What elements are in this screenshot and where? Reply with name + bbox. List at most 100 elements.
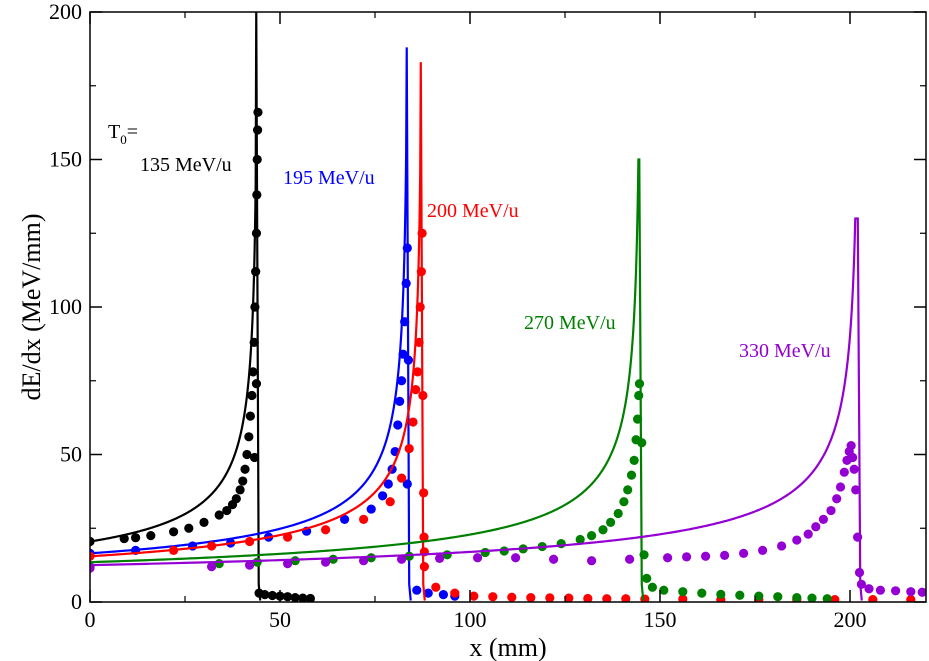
data-point	[697, 588, 707, 598]
data-point	[235, 485, 245, 495]
data-point	[401, 278, 411, 288]
data-point	[417, 228, 427, 238]
data-point	[830, 595, 840, 602]
series-label: 330 MeV/u	[739, 340, 831, 362]
series-label: 200 MeV/u	[427, 200, 519, 222]
series-2	[90, 62, 916, 602]
data-point	[119, 533, 129, 544]
data-point	[678, 587, 688, 597]
data-point	[251, 379, 262, 389]
data-point	[431, 582, 441, 592]
t0-equals: =	[127, 121, 138, 143]
data-point	[583, 593, 593, 602]
data-point	[245, 411, 255, 421]
data-point	[414, 337, 424, 347]
data-point	[366, 504, 376, 514]
data-point	[408, 417, 418, 427]
data-point	[245, 560, 255, 570]
data-point	[621, 594, 631, 602]
data-point	[701, 551, 711, 561]
data-point	[260, 590, 270, 600]
data-point	[606, 517, 616, 527]
data-point	[849, 464, 859, 474]
data-point	[214, 510, 224, 520]
data-point	[252, 125, 263, 135]
data-point	[419, 488, 429, 498]
data-point	[807, 593, 817, 602]
data-point	[598, 525, 608, 535]
data-point	[397, 554, 407, 564]
data-point	[818, 514, 829, 525]
data-point	[637, 438, 647, 448]
data-point	[184, 523, 194, 533]
data-point	[249, 452, 260, 463]
data-point	[678, 594, 688, 602]
series-4	[90, 217, 926, 601]
data-point	[626, 470, 637, 480]
data-point	[864, 584, 874, 594]
x-axis-label: x (mm)	[469, 633, 546, 661]
data-point	[473, 553, 483, 563]
data-point	[207, 562, 217, 572]
data-point	[545, 593, 555, 602]
data-point	[839, 467, 849, 477]
data-point	[639, 550, 649, 560]
data-point	[290, 592, 300, 602]
data-point	[419, 532, 429, 542]
data-point	[682, 552, 692, 562]
data-point	[222, 505, 232, 516]
theory-curve	[90, 158, 645, 601]
y-tick-label: 50	[60, 442, 82, 467]
data-point	[242, 449, 252, 460]
data-point	[773, 592, 783, 602]
data-point	[716, 589, 726, 599]
data-point	[251, 267, 261, 277]
data-point	[488, 592, 498, 602]
data-point	[250, 302, 260, 312]
x-tick-label: 0	[85, 607, 96, 632]
data-point	[395, 396, 405, 406]
data-point	[875, 585, 886, 595]
data-point	[659, 585, 669, 595]
data-point	[199, 517, 209, 527]
data-point	[90, 563, 95, 573]
data-point	[619, 497, 629, 507]
data-point	[416, 267, 426, 277]
data-point	[249, 337, 259, 347]
data-point	[251, 228, 262, 238]
data-point	[587, 531, 597, 541]
data-point	[856, 579, 867, 589]
y-tick-label: 100	[49, 294, 82, 319]
data-point	[267, 590, 277, 601]
theory-curve	[90, 62, 426, 601]
data-point	[298, 593, 308, 602]
data-point	[248, 367, 258, 377]
data-point	[402, 243, 412, 253]
data-point	[131, 533, 141, 543]
data-point	[602, 594, 612, 602]
data-point	[587, 556, 597, 566]
data-point	[754, 591, 764, 601]
data-point	[393, 420, 403, 430]
data-point	[397, 473, 407, 483]
y-tick-label: 200	[49, 0, 82, 24]
data-point	[412, 585, 422, 595]
data-point	[169, 545, 179, 555]
data-point	[906, 587, 916, 597]
t0-subscript: 0	[120, 132, 127, 147]
data-point	[735, 590, 745, 600]
data-point	[247, 390, 257, 401]
data-point	[613, 508, 623, 519]
data-point	[253, 107, 263, 117]
data-point	[411, 385, 421, 395]
data-point	[480, 547, 490, 558]
data-point	[283, 532, 293, 542]
data-point	[632, 414, 643, 424]
data-point	[359, 556, 369, 566]
x-tick-label: 200	[834, 607, 867, 632]
data-point	[245, 536, 255, 547]
x-tick-label: 150	[644, 607, 677, 632]
x-tick-label: 100	[454, 607, 487, 632]
series-label: 270 MeV/u	[524, 312, 616, 334]
